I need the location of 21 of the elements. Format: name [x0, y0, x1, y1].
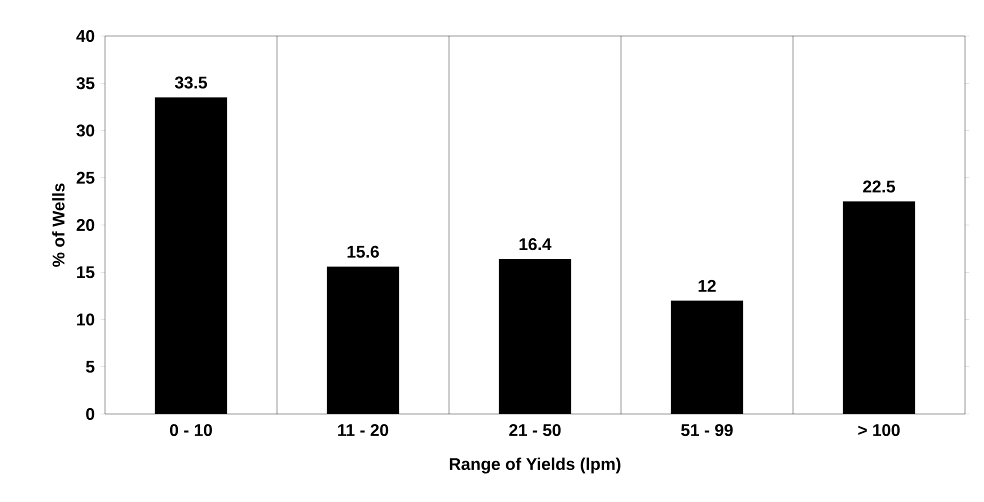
x-tick-label: 21 - 50	[509, 424, 561, 436]
y-tick-label: 0	[86, 408, 94, 420]
y-tick-label: 20	[76, 219, 94, 231]
x-axis-title: Range of Yields (lpm)	[450, 458, 620, 474]
x-tick-label: 0 - 10	[170, 424, 212, 436]
y-tick-label: 40	[76, 30, 94, 42]
data-label: 16.4	[520, 238, 552, 250]
data-label: 12	[698, 280, 716, 292]
y-tick-label: 15	[77, 266, 94, 278]
y-tick-label: 10	[77, 314, 94, 326]
data-label: 15.6	[348, 246, 379, 258]
data-label: 33.5	[174, 76, 208, 89]
y-tick-label: 35	[76, 77, 94, 90]
y-tick-label: 25	[76, 172, 94, 184]
data-label: 22.5	[863, 180, 896, 193]
x-tick-label: > 100	[858, 424, 900, 436]
x-tick-label: 51 - 99	[681, 424, 733, 436]
y-tick-label: 30	[76, 124, 94, 137]
y-tick-label: 5	[86, 360, 94, 373]
x-tick-label: 11 - 20	[338, 424, 388, 436]
y-axis-title: % of Wells	[52, 183, 65, 267]
